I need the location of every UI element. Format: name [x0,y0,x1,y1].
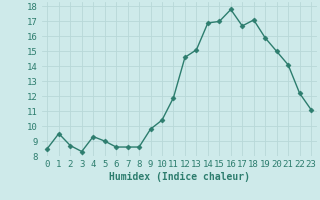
X-axis label: Humidex (Indice chaleur): Humidex (Indice chaleur) [109,172,250,182]
